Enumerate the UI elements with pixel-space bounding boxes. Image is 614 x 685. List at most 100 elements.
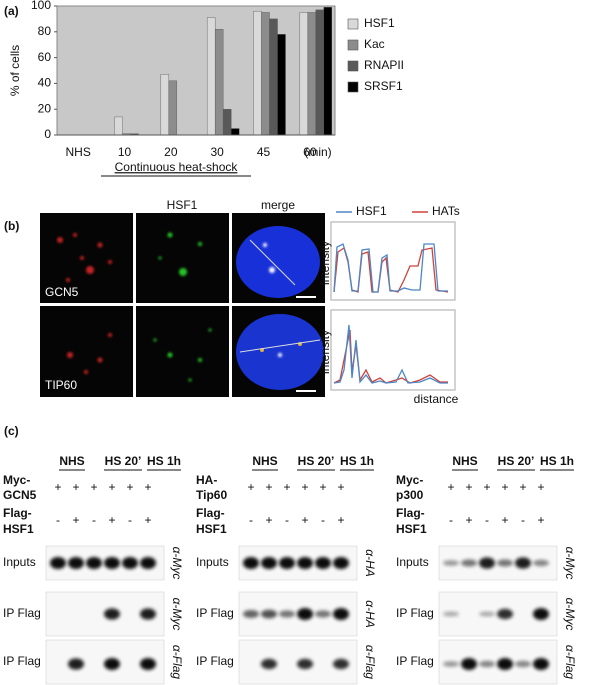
blot-row-label: IP Flag: [196, 654, 234, 668]
microscopy-images: [40, 213, 325, 397]
construct-sign: +: [265, 480, 272, 494]
blot-band: [140, 557, 156, 569]
bar: [206, 17, 216, 136]
lane-group-label: HS 20’: [298, 454, 335, 468]
antibody-label: α-HA: [363, 549, 377, 577]
construct-label: HA-: [196, 473, 217, 487]
legend-label: RNAPII: [364, 58, 404, 72]
construct-sign: +: [319, 480, 326, 494]
bar: [261, 12, 270, 136]
antibody-label: α-Flag: [363, 645, 377, 680]
x-tick-label: NHS: [65, 145, 90, 159]
blot-band: [333, 608, 349, 620]
bar: [269, 18, 278, 136]
legend-swatch: [347, 60, 359, 72]
bar: [114, 116, 123, 136]
flag-sign: +: [337, 513, 344, 527]
blot-row-label: Inputs: [396, 555, 429, 569]
blot-band: [479, 611, 495, 617]
blot-band: [243, 557, 259, 569]
construct-sign: +: [337, 480, 344, 494]
blot-band: [479, 660, 495, 668]
blot-band: [122, 557, 138, 569]
flag-sign: -: [521, 513, 525, 527]
bar: [253, 10, 262, 136]
legend-label: SRSF1: [364, 79, 403, 93]
lane-group-label: NHS: [252, 454, 277, 468]
blot-row-label: Inputs: [196, 555, 229, 569]
flag-label: Flag-: [196, 506, 225, 520]
flag-sign: +: [108, 513, 115, 527]
construct-sign: +: [519, 480, 526, 494]
bar: [299, 12, 309, 136]
construct-sign: +: [54, 480, 61, 494]
blot-band: [243, 610, 259, 618]
construct-sign: +: [108, 480, 115, 494]
blot-band: [461, 559, 477, 567]
flag-label: HSF1: [196, 522, 227, 536]
blot-row-label: IP Flag: [396, 606, 434, 620]
construct-sign: +: [90, 480, 97, 494]
blot-band: [140, 658, 156, 670]
column-header: merge: [261, 198, 295, 212]
construct-label: GCN5: [3, 488, 37, 502]
construct-label: Myc-: [3, 473, 30, 487]
panel-label: (b): [4, 219, 19, 233]
flag-sign: -: [321, 513, 325, 527]
plot-background: [56, 5, 336, 136]
legend-swatch: [347, 18, 359, 30]
blot-row-label: IP Flag: [196, 606, 234, 620]
blot-row-label: IP Flag: [3, 654, 41, 668]
profile-y-label: intensity: [318, 330, 332, 374]
flag-label: Flag-: [396, 506, 425, 520]
blot-band: [515, 660, 531, 668]
antibody-label: α-HA: [363, 600, 377, 628]
profile-legend-label: HATs: [432, 204, 460, 218]
bar: [277, 34, 286, 136]
flag-sign: -: [485, 513, 489, 527]
blot-band: [315, 557, 331, 569]
construct-sign: +: [283, 480, 290, 494]
blot-band: [443, 560, 459, 566]
blot-band: [297, 658, 313, 670]
bar: [160, 74, 170, 136]
panel-label: (a): [4, 4, 19, 18]
antibody-label: α-Myc: [170, 547, 184, 580]
blot-band: [279, 557, 295, 569]
blot-band: [315, 610, 331, 618]
construct-sign: +: [465, 480, 472, 494]
construct-sign: +: [483, 480, 490, 494]
x-tick-label: 20: [164, 145, 178, 159]
y-axis-label: % of cells: [8, 45, 22, 96]
construct-sign: +: [144, 480, 151, 494]
x-tick-label: 30: [210, 145, 224, 159]
bar: [230, 128, 240, 136]
lane-group-label: NHS: [59, 454, 84, 468]
blot-band: [68, 557, 84, 569]
blot-band: [297, 557, 313, 569]
column-header: HSF1: [167, 198, 198, 212]
blot-band: [479, 557, 495, 569]
legend-label: Kac: [364, 37, 385, 51]
blot-band: [333, 557, 349, 569]
blot-band: [533, 608, 549, 620]
construct-label: Myc-: [396, 473, 423, 487]
lane-group-label: HS 20’: [498, 454, 535, 468]
blot-band: [261, 557, 277, 569]
construct-sign: +: [247, 480, 254, 494]
antibody-label: α-Flag: [563, 645, 577, 680]
lane-group-label: NHS: [452, 454, 477, 468]
profile-x-label: distance: [414, 392, 459, 406]
bar: [315, 9, 325, 136]
profile-y-label: intensity: [318, 241, 332, 285]
blot-band: [140, 608, 156, 620]
y-tick-label: 100: [31, 0, 51, 12]
bar: [307, 12, 317, 136]
flag-sign: +: [265, 513, 272, 527]
blot-band: [333, 658, 349, 670]
x-unit: (min): [304, 145, 331, 159]
blot-band: [297, 608, 313, 620]
blot-row-label: IP Flag: [396, 654, 434, 668]
construct-sign: +: [72, 480, 79, 494]
